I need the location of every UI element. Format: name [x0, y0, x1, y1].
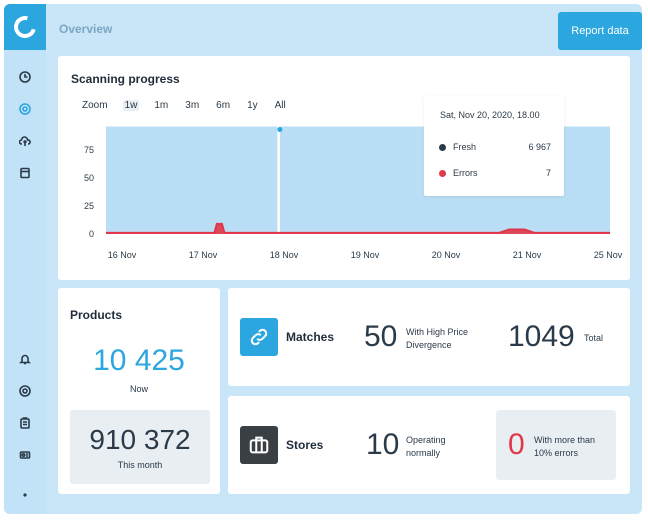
clock-icon[interactable]	[18, 70, 32, 84]
operating-text-line-2: normally	[406, 448, 441, 458]
x-tick-label: 17 Nov	[189, 250, 218, 260]
zoom-label: Zoom	[82, 100, 108, 111]
stores-label: Stores	[286, 438, 324, 452]
user-badge-icon[interactable]	[18, 448, 32, 462]
errors-value: 0	[508, 428, 525, 461]
tooltip-errors-value: 7	[545, 168, 551, 178]
products-title: Products	[70, 308, 123, 322]
errors-text-line-2: 10% errors	[534, 448, 579, 458]
collapse-dot-icon[interactable]	[18, 488, 32, 502]
bell-icon[interactable]	[18, 352, 32, 366]
fresh-legend-dot	[439, 143, 446, 151]
x-tick-label: 21 Nov	[513, 250, 542, 260]
divergence-value: 50	[364, 320, 398, 353]
sidebar	[4, 4, 46, 514]
scanning-progress-card: Scanning progress Zoom 1w 1m 3m 6m 1y Al…	[58, 56, 630, 280]
app-window: Overview Report data Scanning progress Z…	[4, 4, 642, 514]
zoom-1y-button[interactable]: 1y	[247, 100, 258, 111]
y-tick-label: 0	[89, 229, 94, 239]
products-month-label: This month	[117, 460, 163, 470]
hover-marker-point	[277, 126, 283, 132]
tooltip-row-fresh: Fresh 6 967	[439, 142, 551, 152]
divergence-text: With High Price Divergence	[406, 326, 468, 352]
building-icon[interactable]	[18, 416, 32, 430]
toolbox-icon	[240, 426, 278, 464]
logo-ring-icon	[9, 11, 41, 43]
cloud-upload-icon[interactable]	[18, 134, 32, 148]
errors-line	[106, 222, 610, 234]
matches-label: Matches	[286, 330, 335, 344]
at-sign-icon[interactable]	[18, 384, 32, 398]
products-now-label: Now	[129, 384, 148, 394]
zoom-selector: Zoom 1w 1m 3m 6m 1y All	[80, 100, 301, 111]
y-tick-label: 50	[84, 173, 94, 183]
products-card: Products 10 425 Now 910 372 This month	[58, 288, 220, 494]
matches-total-value: 1049	[508, 320, 575, 353]
report-data-button[interactable]: Report data	[558, 12, 642, 50]
x-tick-label: 19 Nov	[351, 250, 380, 260]
x-tick-label: 16 Nov	[108, 250, 137, 260]
zoom-all-button[interactable]: All	[274, 100, 286, 111]
database-icon[interactable]	[18, 166, 32, 180]
tooltip-fresh-value: 6 967	[528, 142, 551, 152]
x-tick-label: 25 Nov	[594, 250, 623, 260]
matches-card: Matches 50 With High Price Divergence 10…	[228, 288, 630, 386]
tooltip-fresh-label: Fresh	[453, 142, 477, 152]
errors-box: 0 With more than 10% errors	[496, 410, 616, 480]
tooltip-errors-label: Errors	[453, 168, 478, 178]
stores-card: Stores 10 Operating normally 0 With more…	[228, 396, 630, 494]
errors-legend-dot	[439, 169, 446, 177]
page-title: Overview	[59, 22, 113, 36]
link-icon	[240, 318, 278, 356]
operating-text: Operating normally	[406, 434, 446, 460]
zoom-1w-button[interactable]: 1w	[122, 100, 140, 111]
products-now-value: 10 425	[93, 344, 185, 377]
app-logo[interactable]	[4, 4, 46, 50]
errors-text-line-1: With more than	[534, 435, 596, 445]
divergence-text-line-2: Divergence	[406, 340, 452, 350]
x-tick-label: 20 Nov	[432, 250, 461, 260]
zoom-6m-button[interactable]: 6m	[216, 100, 231, 111]
matches-total-label: Total	[584, 333, 604, 343]
x-tick-label: 18 Nov	[270, 250, 299, 260]
target-icon[interactable]	[18, 102, 32, 116]
fresh-area-segment	[106, 126, 278, 234]
products-month-value: 910 372	[89, 424, 191, 455]
y-tick-label: 25	[84, 201, 94, 211]
tooltip-date: Sat, Nov 20, 2020, 18.00	[440, 110, 540, 120]
errors-text: With more than 10% errors	[534, 434, 595, 460]
divergence-text-line-1: With High Price	[406, 327, 469, 337]
products-month-box: 910 372 This month	[70, 410, 210, 484]
scanning-progress-title: Scanning progress	[71, 72, 180, 86]
zoom-1m-button[interactable]: 1m	[154, 100, 169, 111]
operating-text-line-1: Operating	[406, 435, 446, 445]
y-tick-label: 75	[84, 145, 94, 155]
zoom-3m-button[interactable]: 3m	[185, 100, 200, 111]
chart-tooltip: Sat, Nov 20, 2020, 18.00 Fresh 6 967 Err…	[424, 96, 564, 196]
operating-value: 10	[366, 428, 400, 461]
tooltip-row-errors: Errors 7	[439, 168, 551, 178]
